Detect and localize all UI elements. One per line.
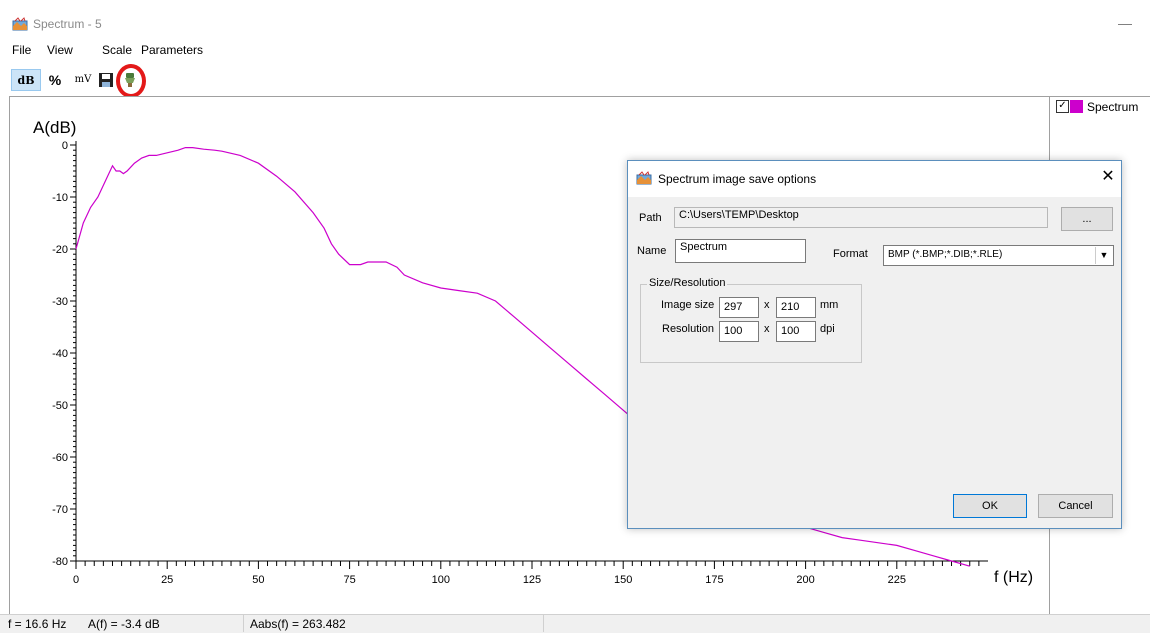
width-field[interactable]: 297 bbox=[719, 297, 759, 318]
spectrum-chart: A(dB) f (Hz) 0 -10 -20 -30 -40 -50 -60 -70 -80 0 2… bbox=[33, 118, 1033, 586]
window-title: Spectrum - 5 bbox=[33, 17, 102, 31]
resolution-label: Resolution bbox=[662, 323, 714, 335]
app-icon bbox=[12, 17, 28, 31]
legend-label: Spectrum bbox=[1087, 100, 1139, 114]
times-label: x bbox=[764, 299, 770, 311]
x-tick-label: 50 bbox=[252, 574, 264, 586]
db-scale-button[interactable]: dB bbox=[11, 69, 41, 91]
save-button[interactable] bbox=[97, 69, 115, 91]
y-tick-label: -40 bbox=[52, 348, 68, 360]
image-size-label: Image size bbox=[661, 299, 715, 311]
name-field[interactable]: Spectrum bbox=[675, 239, 806, 263]
y-tick-label: -10 bbox=[52, 192, 68, 204]
y-tick-label: 0 bbox=[62, 140, 68, 152]
size-unit-label: mm bbox=[820, 299, 839, 311]
group-title: Size/Resolution bbox=[647, 277, 728, 289]
ok-button[interactable]: OK bbox=[953, 494, 1027, 518]
dialog-titlebar bbox=[628, 161, 1121, 197]
format-value: BMP (*.BMP;*.DIB;*.RLE) bbox=[888, 249, 1003, 260]
format-select[interactable]: BMP (*.BMP;*.DIB;*.RLE) ▼ bbox=[883, 245, 1114, 266]
menu-scale[interactable]: Scale bbox=[102, 43, 133, 57]
minimize-button[interactable]: — bbox=[1118, 15, 1132, 31]
x-tick-label: 200 bbox=[796, 574, 814, 586]
x-tick-label: 125 bbox=[523, 574, 541, 586]
highlight-circle bbox=[116, 64, 146, 98]
res-y-field[interactable]: 100 bbox=[776, 321, 816, 342]
size-resolution-group bbox=[640, 284, 862, 363]
chevron-down-icon: ▼ bbox=[1095, 247, 1112, 264]
times-label: x bbox=[764, 323, 770, 335]
y-tick-label: -70 bbox=[52, 504, 68, 516]
x-tick-label: 25 bbox=[161, 574, 173, 586]
status-frequency: f = 16.6 Hz bbox=[8, 617, 67, 631]
menu-file[interactable]: File bbox=[12, 43, 32, 57]
status-separator bbox=[243, 615, 244, 632]
x-tick-label: 150 bbox=[614, 574, 632, 586]
x-tick-label: 175 bbox=[705, 574, 723, 586]
y-tick-label: -30 bbox=[52, 296, 68, 308]
height-field[interactable]: 210 bbox=[776, 297, 816, 318]
y-tick-label: -50 bbox=[52, 400, 68, 412]
y-tick-label: -80 bbox=[52, 556, 68, 568]
x-tick-label: 225 bbox=[888, 574, 906, 586]
browse-button[interactable]: ... bbox=[1061, 207, 1113, 231]
status-bar bbox=[0, 614, 1150, 633]
window-titlebar bbox=[0, 9, 1150, 39]
dialog-app-icon bbox=[636, 171, 652, 185]
x-tick-label: 100 bbox=[432, 574, 450, 586]
format-label: Format bbox=[833, 248, 868, 260]
legend-checkbox[interactable]: ✓ bbox=[1056, 100, 1069, 113]
y-axis-label: A(dB) bbox=[33, 118, 76, 137]
save-icon bbox=[99, 73, 113, 87]
close-icon[interactable]: ✕ bbox=[1101, 168, 1115, 185]
chart-axes: 0 -10 -20 -30 -40 -50 -60 -70 -80 0 25 50 75 100 125 15… bbox=[52, 140, 988, 586]
x-tick-label: 75 bbox=[343, 574, 355, 586]
status-aabs: Aabs(f) = 263.482 bbox=[250, 617, 346, 631]
res-x-field[interactable]: 100 bbox=[719, 321, 759, 342]
legend-swatch bbox=[1070, 100, 1083, 113]
menu-view[interactable]: View bbox=[47, 43, 73, 57]
status-amplitude: A(f) = -3.4 dB bbox=[88, 617, 160, 631]
menu-parameters[interactable]: Parameters bbox=[141, 43, 204, 57]
x-tick-label: 0 bbox=[73, 574, 79, 586]
x-axis-label: f (Hz) bbox=[994, 569, 1033, 586]
path-label: Path bbox=[639, 212, 662, 224]
mv-scale-button[interactable]: mV bbox=[74, 74, 92, 85]
toolbar bbox=[0, 66, 1150, 94]
y-tick-label: -60 bbox=[52, 452, 68, 464]
dialog-title: Spectrum image save options bbox=[658, 172, 817, 186]
y-tick-label: -20 bbox=[52, 244, 68, 256]
status-separator bbox=[543, 615, 544, 632]
cancel-button[interactable]: Cancel bbox=[1038, 494, 1113, 518]
name-label: Name bbox=[637, 245, 667, 257]
res-unit-label: dpi bbox=[820, 323, 835, 335]
path-field[interactable]: C:\Users\TEMP\Desktop bbox=[674, 207, 1048, 228]
percent-scale-button[interactable]: % bbox=[48, 72, 62, 88]
